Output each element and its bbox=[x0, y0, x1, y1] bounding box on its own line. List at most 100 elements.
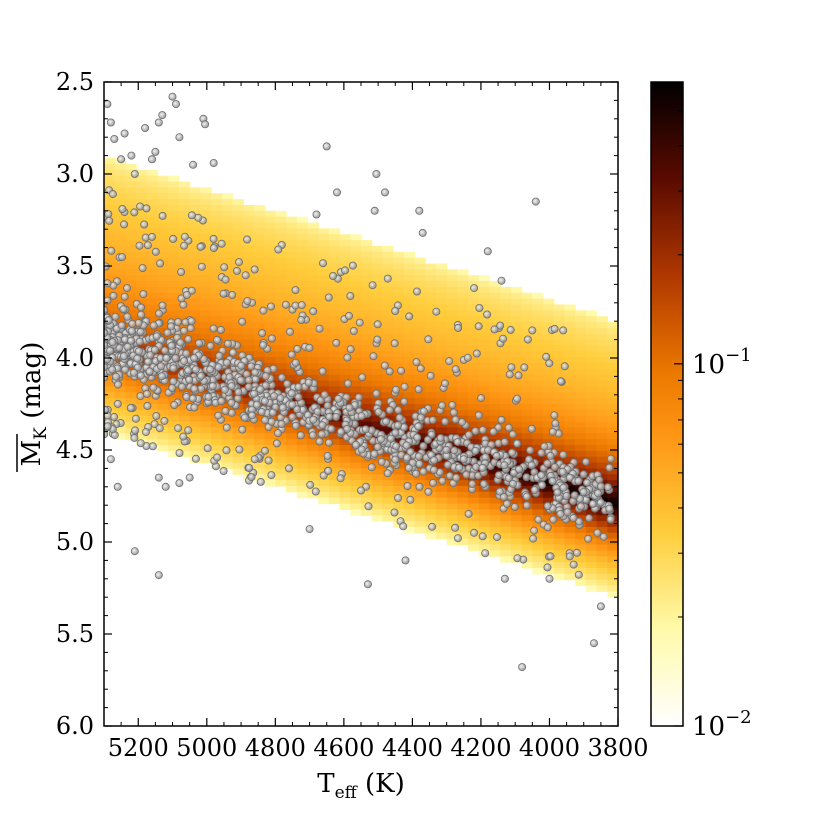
density-cell bbox=[403, 345, 416, 352]
density-cell bbox=[275, 222, 287, 229]
density-cell bbox=[393, 380, 405, 388]
scatter-point bbox=[142, 389, 151, 398]
density-cell bbox=[543, 345, 555, 352]
density-cell bbox=[286, 339, 298, 347]
scatter-point bbox=[472, 349, 481, 358]
density-cell bbox=[296, 444, 309, 452]
density-cell bbox=[446, 497, 458, 505]
density-cell bbox=[114, 269, 127, 276]
density-cell bbox=[564, 363, 576, 370]
scatter-point bbox=[123, 284, 132, 293]
density-cell bbox=[178, 257, 191, 265]
density-cell bbox=[425, 263, 437, 270]
scatter-point bbox=[432, 307, 441, 316]
density-cell bbox=[339, 310, 351, 317]
density-cell bbox=[382, 480, 394, 487]
density-cell bbox=[264, 439, 276, 446]
density-cell bbox=[350, 509, 362, 516]
density-cell bbox=[136, 210, 148, 218]
scatter-point bbox=[145, 367, 154, 376]
scatter-point bbox=[442, 445, 451, 454]
scatter-point bbox=[260, 446, 269, 455]
density-cell bbox=[553, 515, 566, 522]
density-cell bbox=[564, 374, 576, 382]
density-cell bbox=[350, 503, 362, 510]
density-cell bbox=[403, 404, 416, 411]
density-cell bbox=[500, 409, 512, 417]
density-cell bbox=[361, 368, 373, 376]
density-cell bbox=[146, 286, 159, 294]
scatter-point bbox=[423, 435, 432, 444]
density-cell bbox=[328, 298, 341, 306]
density-cell bbox=[500, 526, 512, 534]
density-cell bbox=[307, 450, 319, 458]
density-cell bbox=[478, 368, 491, 376]
density-cell bbox=[403, 363, 416, 370]
density-cell bbox=[607, 339, 618, 347]
x-axis-ticks: 5200 5000 4800 4600 4400 4200 4000 3800 bbox=[103, 82, 649, 762]
density-cell bbox=[350, 281, 362, 288]
density-cell bbox=[553, 562, 566, 569]
density-cell bbox=[211, 216, 223, 224]
colorbar-frame bbox=[650, 81, 684, 727]
density-cell bbox=[200, 415, 212, 423]
density-cell bbox=[585, 380, 598, 388]
scatter-point bbox=[370, 206, 379, 215]
density-cell bbox=[414, 439, 426, 446]
density-cell bbox=[575, 456, 587, 464]
density-cell bbox=[532, 556, 544, 563]
scatter-point bbox=[306, 480, 315, 489]
density-cell bbox=[104, 257, 116, 265]
density-cell bbox=[361, 462, 373, 469]
scatter-point bbox=[108, 365, 117, 374]
density-cell bbox=[414, 339, 426, 347]
density-cell bbox=[414, 345, 426, 352]
density-cell bbox=[532, 521, 544, 528]
density-cell bbox=[328, 327, 341, 335]
density-cell bbox=[104, 193, 116, 200]
density-cell bbox=[446, 275, 458, 282]
density-cell bbox=[489, 292, 501, 300]
density-cell bbox=[564, 433, 576, 440]
density-cell bbox=[532, 310, 544, 317]
density-cell bbox=[510, 515, 523, 522]
scatter-point bbox=[348, 261, 357, 270]
density-cell bbox=[575, 363, 587, 370]
density-cell bbox=[489, 392, 501, 399]
density-cell bbox=[264, 322, 276, 329]
density-cell bbox=[296, 491, 309, 499]
density-cell bbox=[596, 468, 608, 475]
density-cell bbox=[532, 462, 544, 469]
scatter-point bbox=[395, 413, 404, 422]
scatter-point bbox=[171, 354, 180, 363]
scatter-point bbox=[317, 430, 326, 439]
density-cell bbox=[232, 327, 244, 335]
density-cell bbox=[307, 357, 319, 364]
density-cell bbox=[318, 380, 330, 388]
density-cell bbox=[307, 263, 319, 270]
density-cell bbox=[189, 251, 201, 259]
density-cell bbox=[189, 304, 201, 311]
x-tick-label: 5200 bbox=[108, 734, 169, 762]
density-cell bbox=[446, 351, 458, 358]
scatter-point bbox=[158, 211, 167, 220]
scatter-point bbox=[259, 341, 268, 350]
scatter-point bbox=[247, 362, 256, 371]
density-cell bbox=[232, 275, 244, 282]
density-cell bbox=[125, 380, 137, 388]
scatter-point bbox=[291, 286, 300, 295]
density-cell bbox=[168, 433, 180, 440]
scatter-point bbox=[168, 383, 177, 392]
density-cell bbox=[243, 333, 255, 341]
density-cell bbox=[371, 327, 384, 335]
density-cell bbox=[500, 368, 512, 376]
density-cell bbox=[232, 433, 244, 440]
density-cell bbox=[104, 204, 116, 212]
density-cell bbox=[221, 228, 234, 235]
density-cell bbox=[414, 310, 426, 317]
scatter-point bbox=[236, 376, 245, 385]
density-cell bbox=[104, 169, 116, 177]
density-cell bbox=[339, 234, 351, 241]
density-cell bbox=[457, 409, 469, 417]
scatter-point bbox=[325, 412, 334, 421]
